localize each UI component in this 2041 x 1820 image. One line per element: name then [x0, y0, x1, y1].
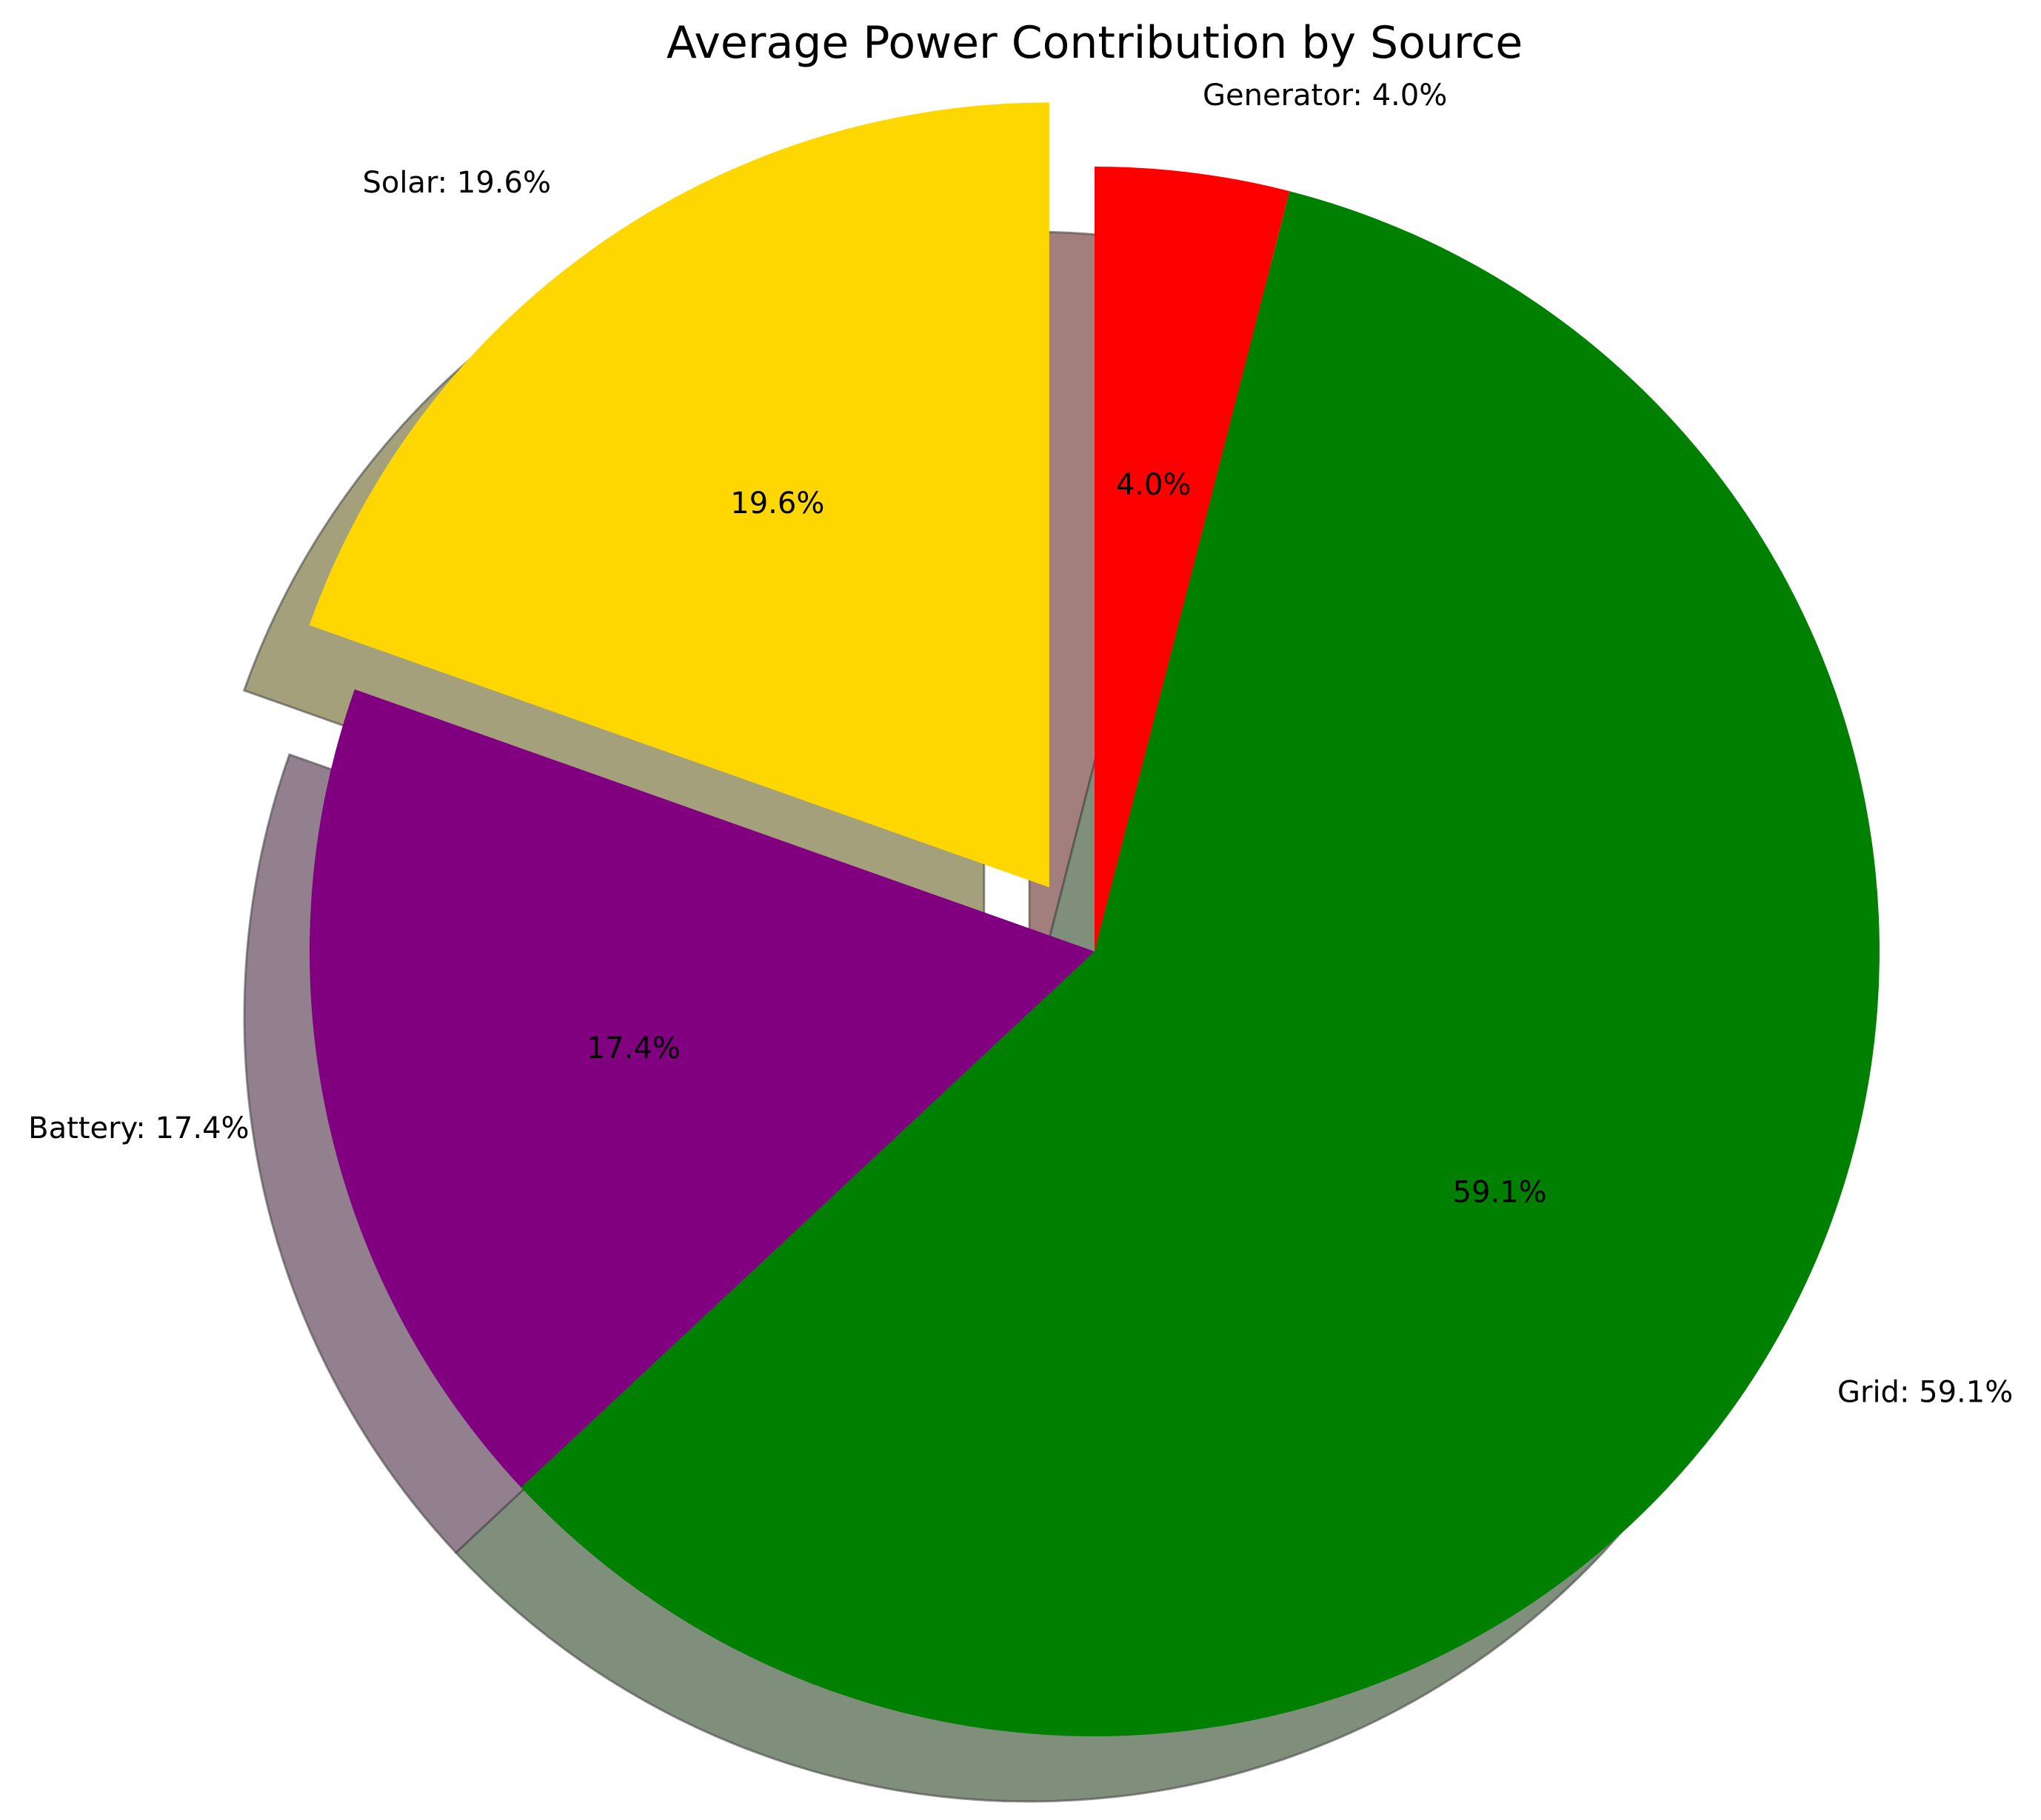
- outer-label-grid: Grid: 59.1%: [1837, 1376, 2013, 1410]
- outer-label-battery: Battery: 17.4%: [28, 1111, 249, 1145]
- percent-label-generator: 4.0%: [1116, 468, 1192, 502]
- outer-label-generator: Generator: 4.0%: [1203, 78, 1447, 113]
- slice-layer: [309, 102, 1880, 1736]
- label-layer: 4.0% Generator: 4.0% 59.1% Grid: 59.1% 17.4%…: [28, 78, 2013, 1409]
- chart-title: Average Power Contribution by Source: [667, 17, 1523, 69]
- outer-label-solar: Solar: 19.6%: [362, 166, 551, 200]
- percent-label-battery: 17.4%: [587, 1031, 681, 1065]
- percent-label-solar: 19.6%: [730, 486, 824, 521]
- percent-label-grid: 59.1%: [1453, 1175, 1547, 1209]
- slice-grid: [521, 191, 1880, 1736]
- slice-solar: [309, 102, 1049, 888]
- slice-generator: [1095, 167, 1290, 951]
- slice-battery: [309, 689, 1095, 1488]
